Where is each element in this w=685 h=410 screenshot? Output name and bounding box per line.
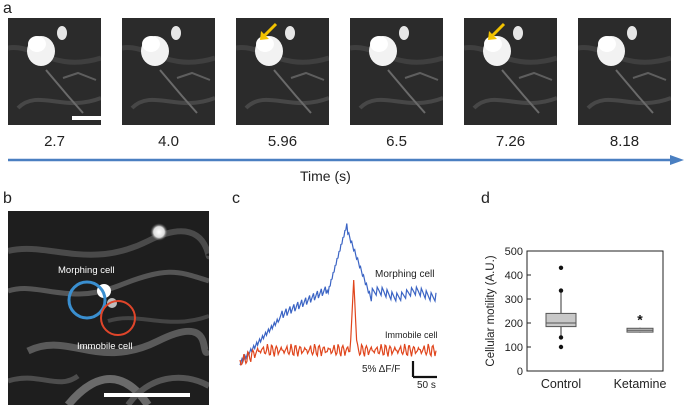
outlier-point bbox=[558, 344, 564, 350]
immobile-cell-circle bbox=[100, 300, 136, 336]
scale-label-time: 50 s bbox=[417, 380, 436, 391]
box-iqr bbox=[545, 312, 577, 328]
time-label: 7.26 bbox=[495, 133, 526, 150]
outlier-point bbox=[558, 265, 564, 270]
time-frame bbox=[8, 18, 101, 125]
time-frame bbox=[464, 18, 557, 125]
y-tick-label: 400 bbox=[505, 270, 523, 282]
y-axis-label: Cellular motility (A.U.) bbox=[485, 255, 497, 366]
panel-b-letter: b bbox=[3, 190, 12, 207]
time-label: 5.96 bbox=[267, 133, 298, 150]
time-frame bbox=[578, 18, 671, 125]
outlier-point bbox=[558, 288, 564, 293]
time-frame bbox=[122, 18, 215, 125]
y-tick-label: 200 bbox=[505, 318, 523, 330]
time-label: 4.0 bbox=[158, 133, 179, 150]
immobile-trace-line bbox=[239, 279, 437, 366]
morphing-cell-circle bbox=[67, 280, 107, 320]
time-frame bbox=[350, 18, 443, 125]
time-axis-label: Time (s) bbox=[300, 168, 351, 184]
time-frame bbox=[236, 18, 329, 125]
timeline-arrow bbox=[8, 155, 684, 165]
y-tick-label: 100 bbox=[505, 342, 523, 354]
box-control bbox=[545, 265, 577, 350]
arrow-icon bbox=[260, 22, 278, 40]
roi-circles bbox=[67, 280, 190, 397]
trace-label-immobile: Immobile cell bbox=[385, 330, 438, 340]
y-tick-label: 0 bbox=[517, 366, 523, 378]
plot-frame bbox=[526, 250, 664, 372]
micrograph-image: Morphing cell Immobile cell bbox=[8, 211, 209, 405]
time-label: 6.5 bbox=[386, 133, 407, 150]
box-ketamine bbox=[626, 327, 654, 333]
outlier-point bbox=[558, 335, 564, 340]
boxplot-chart: Cellular motility (A.U.) 0 100 200 300 400 50… bbox=[485, 246, 667, 391]
panel-c-letter: c bbox=[232, 190, 240, 207]
scale-label-dff: 5% ΔF/F bbox=[362, 364, 401, 375]
time-label: 8.18 bbox=[609, 133, 640, 150]
x-tick-label: Ketamine bbox=[614, 377, 667, 391]
boxes: * bbox=[545, 265, 654, 350]
x-tick-label: Control bbox=[541, 377, 581, 391]
y-tick-label: 500 bbox=[505, 246, 523, 258]
arrow-icon bbox=[488, 22, 506, 40]
time-label: 2.7 bbox=[44, 133, 65, 150]
traces-plot bbox=[239, 223, 437, 379]
y-tick-label: 300 bbox=[505, 294, 523, 306]
x-tick-labels: Control Ketamine bbox=[541, 377, 667, 391]
panel-a-letter: a bbox=[3, 0, 12, 17]
panel-d-letter: d bbox=[481, 190, 490, 207]
trace-label-morphing: Morphing cell bbox=[375, 269, 435, 280]
morphing-trace-line bbox=[239, 223, 437, 366]
immobile-cell-label: Immobile cell bbox=[77, 341, 133, 352]
scale-bar bbox=[104, 393, 190, 397]
significance-asterisk: * bbox=[637, 311, 643, 327]
morphing-cell-label: Morphing cell bbox=[58, 265, 115, 276]
y-ticks: 0 100 200 300 400 500 bbox=[505, 246, 531, 378]
